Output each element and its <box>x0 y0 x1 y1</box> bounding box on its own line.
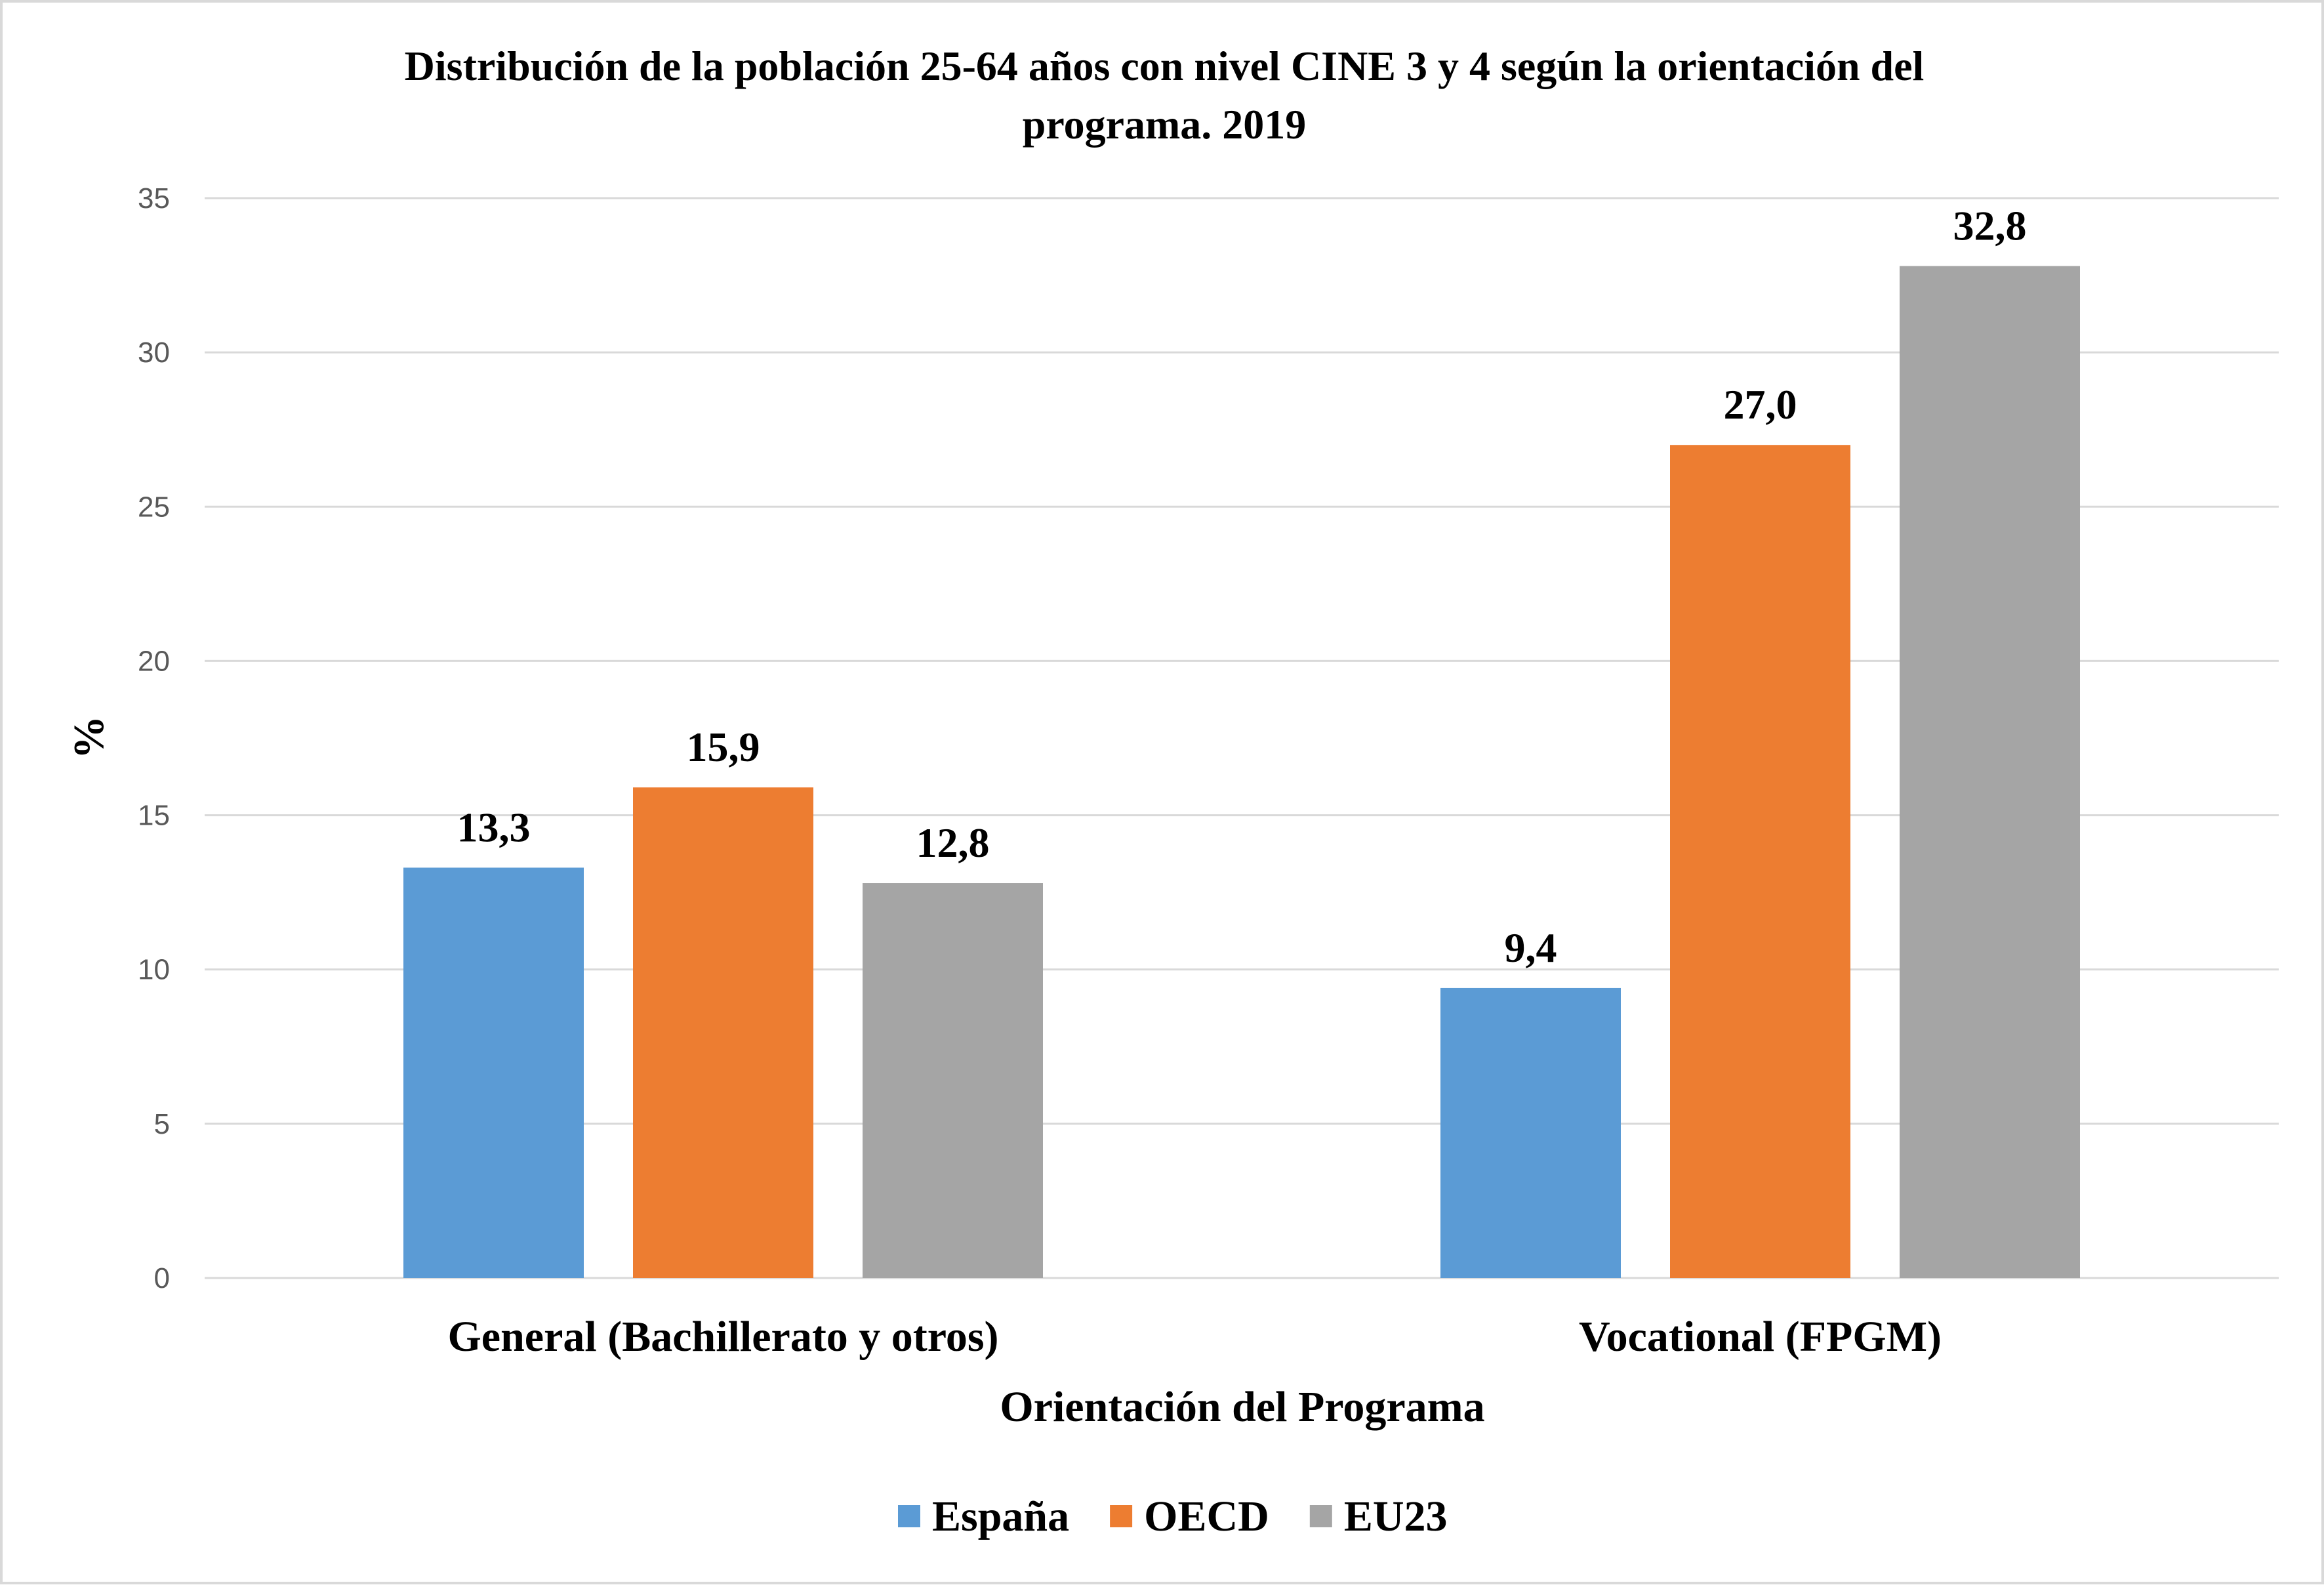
y-tick-label: 25 <box>138 491 170 523</box>
y-tick-label: 15 <box>138 800 170 832</box>
bar-oecd-1 <box>633 787 813 1278</box>
y-axis-ticks: 0 5 10 15 20 25 30 35 <box>138 182 170 1294</box>
bar-eu23-2 <box>1900 266 2080 1278</box>
bars <box>403 266 2080 1279</box>
y-axis-title: % <box>65 716 113 759</box>
data-label: 27,0 <box>1724 381 1797 428</box>
legend-label: EU23 <box>1344 1493 1448 1540</box>
legend-label: España <box>932 1493 1069 1540</box>
chart-title-line1: Distribución de la población 25-64 años … <box>405 43 1925 89</box>
x-category-label: General (Bachillerato y otros) <box>447 1313 998 1361</box>
legend-label: OECD <box>1144 1493 1269 1540</box>
y-tick-label: 20 <box>138 645 170 677</box>
x-category-label: Vocational (FPGM) <box>1579 1313 1942 1361</box>
data-label: 9,4 <box>1505 924 1557 971</box>
y-tick-label: 10 <box>138 954 170 986</box>
bar-españa-2 <box>1440 987 1621 1278</box>
legend-swatch-oecd <box>1110 1505 1133 1527</box>
y-tick-label: 35 <box>138 182 170 215</box>
legend: España OECD EU23 <box>898 1493 1448 1540</box>
chart-title-line2: programa. 2019 <box>1023 101 1307 148</box>
bar-españa-1 <box>403 867 584 1278</box>
bar-chart: Distribución de la población 25-64 años … <box>65 43 2279 1540</box>
data-label: 13,3 <box>457 804 531 851</box>
x-axis-categories: General (Bachillerato y otros) Vocational… <box>447 1313 1942 1361</box>
data-label: 12,8 <box>916 819 990 866</box>
bar-oecd-2 <box>1670 445 1850 1279</box>
x-axis-title: Orientación del Programa <box>1000 1383 1484 1431</box>
legend-swatch-eu23 <box>1309 1505 1332 1527</box>
data-label: 15,9 <box>687 724 760 770</box>
data-label: 32,8 <box>1953 202 2027 249</box>
y-tick-label: 5 <box>154 1108 170 1140</box>
legend-swatch-españa <box>898 1505 920 1527</box>
data-labels: 13,3 15,9 12,8 9,4 27,0 32,8 <box>457 202 2027 970</box>
bar-eu23-1 <box>863 883 1043 1278</box>
y-tick-label: 30 <box>138 337 170 369</box>
y-tick-label: 0 <box>154 1262 170 1294</box>
